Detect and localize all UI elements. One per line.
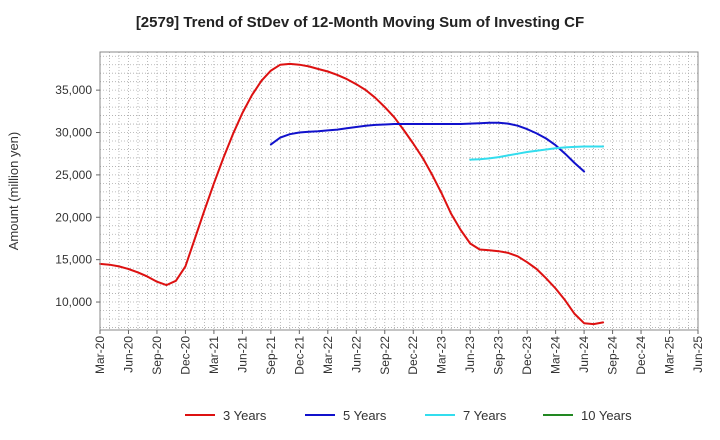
x-tick-label: Sep-24 <box>606 336 620 375</box>
legend-label: 7 Years <box>463 408 507 423</box>
x-tick-label: Dec-21 <box>292 336 306 375</box>
x-tick-label: Jun-25 <box>691 336 705 373</box>
plot-background <box>100 52 698 330</box>
x-tick-label: Sep-20 <box>150 336 164 375</box>
x-tick-label: Jun-20 <box>121 336 135 373</box>
legend-label: 10 Years <box>581 408 632 423</box>
y-tick-label: 15,000 <box>55 253 92 267</box>
x-tick-label: Jun-24 <box>577 336 591 373</box>
x-tick-label: Sep-21 <box>264 336 278 375</box>
x-tick-label: Dec-22 <box>406 336 420 375</box>
x-tick-label: Mar-23 <box>435 336 449 374</box>
x-axis: Mar-20 Jun-20 Sep-20 Dec-20 Mar-21 Jun-21 Sep-… <box>93 330 705 375</box>
y-tick-label: 35,000 <box>55 83 92 97</box>
x-tick-label: Mar-24 <box>549 336 563 374</box>
x-tick-label: Sep-22 <box>378 336 392 375</box>
y-tick-label: 20,000 <box>55 210 92 224</box>
x-tick-label: Mar-22 <box>321 336 335 374</box>
series-line-3-years <box>99 62 605 326</box>
x-tick-label: Mar-21 <box>207 336 221 374</box>
series-layer <box>99 62 605 326</box>
grid <box>100 52 698 330</box>
legend-label: 5 Years <box>343 408 387 423</box>
x-tick-label: Jun-22 <box>349 336 363 373</box>
x-tick-label: Mar-25 <box>663 336 677 374</box>
series-line-5-years <box>269 121 586 173</box>
x-tick-label: Dec-24 <box>634 336 648 375</box>
legend: 3 Years 5 Years 7 Years 10 Years <box>185 408 632 423</box>
y-tick-label: 25,000 <box>55 168 92 182</box>
y-axis-title: Amount (million yen) <box>6 132 21 251</box>
x-tick-label: Jun-23 <box>463 336 477 373</box>
x-tick-label: Sep-23 <box>492 336 506 375</box>
x-tick-label: Dec-20 <box>178 336 192 375</box>
x-tick-label: Dec-23 <box>520 336 534 375</box>
plot-frame <box>99 51 699 331</box>
chart-title: [2579] Trend of StDev of 12-Month Moving… <box>135 14 585 31</box>
y-axis: 10,000 15,000 20,000 25,000 30,000 35,000 <box>55 83 100 309</box>
series-line-7-years <box>469 145 605 161</box>
y-tick-label: 10,000 <box>55 295 92 309</box>
legend-label: 3 Years <box>223 408 267 423</box>
x-tick-label: Jun-21 <box>235 336 249 373</box>
y-tick-label: 30,000 <box>55 126 92 140</box>
x-tick-label: Mar-20 <box>93 336 107 374</box>
